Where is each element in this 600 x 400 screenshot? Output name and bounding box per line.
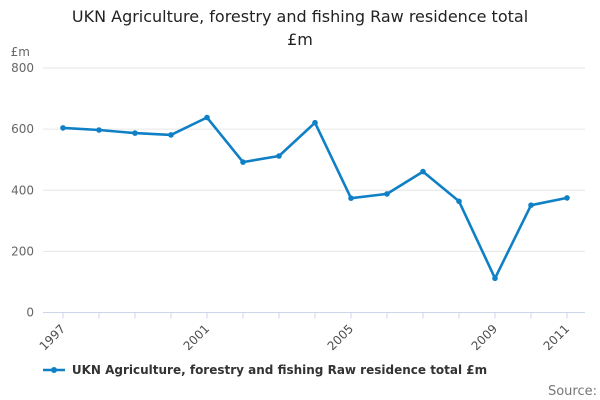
- data-point[interactable]: [420, 168, 426, 175]
- chart-title-line2: £m: [287, 30, 313, 49]
- data-point[interactable]: [168, 132, 174, 138]
- svg-text:2005: 2005: [325, 322, 356, 353]
- data-point[interactable]: [204, 114, 210, 121]
- x-axis-ticks: [62, 312, 568, 319]
- y-axis-unit-label: £m: [11, 45, 30, 59]
- svg-text:200: 200: [11, 244, 34, 258]
- data-point[interactable]: [384, 191, 390, 197]
- svg-text:400: 400: [11, 183, 34, 197]
- legend-series-marker-icon: [42, 367, 65, 373]
- chart-title-line1: UKN Agriculture, forestry and fishing Ra…: [71, 7, 529, 26]
- svg-text:2001: 2001: [181, 322, 212, 353]
- data-point[interactable]: [240, 159, 246, 165]
- svg-text:800: 800: [11, 61, 34, 75]
- svg-text:2011: 2011: [541, 322, 572, 353]
- data-point[interactable]: [96, 127, 102, 133]
- y-axis-labels: 0 200 400 600 800: [11, 61, 34, 320]
- svg-text:600: 600: [11, 122, 34, 136]
- data-point[interactable]: [456, 198, 462, 205]
- data-point[interactable]: [528, 202, 534, 208]
- data-point[interactable]: [60, 125, 66, 131]
- x-axis-labels: 1997 2001 2005 2009 2011: [37, 322, 572, 353]
- svg-text:2009: 2009: [469, 322, 500, 353]
- series-line[interactable]: [60, 114, 570, 282]
- legend-item[interactable]: UKN Agriculture, forestry and fishing Ra…: [0, 363, 600, 377]
- legend-label: UKN Agriculture, forestry and fishing Ra…: [71, 363, 488, 377]
- source-label: Source:: [547, 384, 597, 399]
- data-point[interactable]: [276, 153, 282, 159]
- data-point[interactable]: [492, 275, 498, 282]
- data-point[interactable]: [348, 195, 354, 201]
- chart-title: UKN Agriculture, forestry and fishing Ra…: [0, 5, 600, 51]
- y-gridlines: [43, 67, 585, 252]
- data-point[interactable]: [564, 195, 570, 201]
- svg-text:1997: 1997: [37, 322, 68, 353]
- svg-text:0: 0: [26, 306, 34, 320]
- data-point[interactable]: [132, 130, 138, 136]
- data-point[interactable]: [312, 119, 318, 126]
- plot-area: 0 200 400 600 800 £m 1997 2001 2005 2009 2011: [11, 45, 585, 353]
